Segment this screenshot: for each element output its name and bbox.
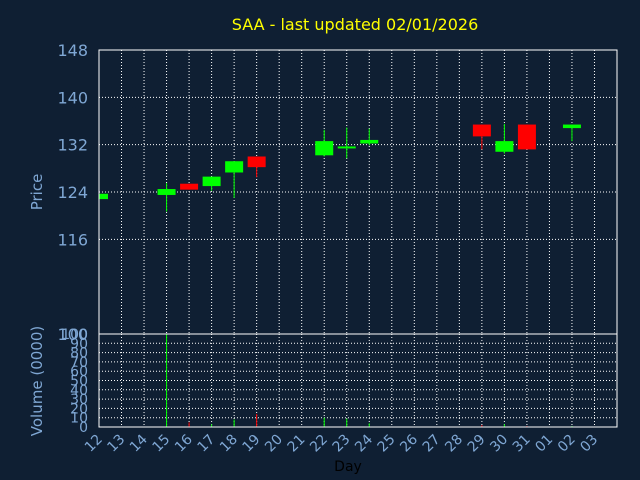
x-tick-label: 14 (127, 431, 151, 455)
candle-body (180, 183, 199, 190)
candle-body (517, 124, 536, 150)
volume-tick-label: 40 (70, 383, 88, 399)
price-tick-label: 148 (57, 41, 88, 60)
x-tick-label: 03 (577, 432, 601, 456)
candle-body (157, 189, 176, 195)
x-tick-label: 15 (149, 432, 173, 456)
volume-gridlines (98, 334, 617, 427)
x-tick-label: 17 (195, 432, 219, 456)
x-tick-label: 29 (465, 432, 489, 456)
price-axis-label: Price (28, 174, 46, 211)
x-tick-label: 01 (532, 432, 556, 456)
candle-body (472, 124, 491, 137)
x-tick-label: 30 (487, 432, 511, 456)
x-tick-label: 24 (352, 431, 376, 455)
candlestick-series (98, 123, 581, 212)
x-tick-label: 22 (307, 432, 331, 456)
candle-body (337, 146, 356, 149)
x-tick-label: 19 (240, 432, 264, 456)
candle-body (495, 141, 514, 152)
x-tick-label: 02 (555, 432, 579, 456)
volume-tick-label: 20 (70, 401, 88, 417)
volume-tick-label: 60 (70, 364, 88, 380)
x-tick-label: 16 (172, 431, 196, 455)
volume-tick-label: 80 (70, 346, 88, 362)
x-tick-label: 26 (397, 431, 421, 455)
x-tick-label: 18 (217, 432, 241, 456)
price-tick-label: 140 (57, 88, 88, 107)
x-tick-label: 28 (442, 432, 466, 456)
volume-plot-frame (98, 333, 618, 428)
price-gridlines (98, 50, 617, 334)
volume-tick-label: 50 (70, 374, 88, 390)
volume-axis-label: Volume (0000) (28, 326, 46, 436)
price-tick-label: 132 (57, 136, 88, 155)
price-tick-label: 100 (57, 325, 88, 344)
x-tick-labels: 1213141516171819202122232425262728293031… (82, 431, 601, 455)
volume-tick-label: 70 (70, 355, 88, 371)
price-tick-label: 124 (57, 183, 88, 202)
candle-body (202, 176, 221, 187)
chart-title: SAA - last updated 02/01/2026 (232, 15, 479, 34)
volume-tick-label: 90 (70, 336, 88, 352)
candle-body (562, 124, 581, 129)
x-tick-label: 13 (104, 432, 128, 456)
candle-body (247, 156, 266, 168)
candle-body (360, 139, 379, 144)
x-tick-label: 21 (285, 432, 309, 456)
x-tick-label: 31 (510, 432, 534, 456)
x-tick-label: 20 (262, 432, 286, 456)
x-tick-label: 23 (330, 432, 354, 456)
volume-tick-label: 100 (61, 327, 88, 343)
candle-body (225, 161, 244, 173)
volume-tick-label: 0 (79, 420, 88, 436)
candle-body (315, 141, 334, 156)
candle-body (99, 193, 108, 200)
x-tick-label: 25 (375, 432, 399, 456)
volume-tick-label: 30 (70, 392, 88, 408)
volume-tick-label: 10 (70, 411, 88, 427)
x-tick-label: 27 (420, 432, 444, 456)
price-tick-labels: 148 140 132 124 116 100 (57, 41, 88, 344)
volume-series (166, 334, 573, 427)
x-axis-label: Day (334, 459, 362, 475)
price-tick-label: 116 (57, 230, 88, 249)
